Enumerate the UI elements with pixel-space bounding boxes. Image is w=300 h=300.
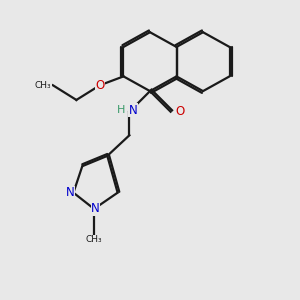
Text: N: N	[66, 186, 75, 199]
Text: H: H	[117, 105, 125, 115]
Text: N: N	[91, 202, 100, 215]
Text: CH₃: CH₃	[35, 81, 51, 90]
Text: O: O	[95, 79, 105, 92]
Text: O: O	[175, 105, 184, 118]
Text: CH₃: CH₃	[86, 235, 102, 244]
Text: N: N	[128, 104, 137, 117]
